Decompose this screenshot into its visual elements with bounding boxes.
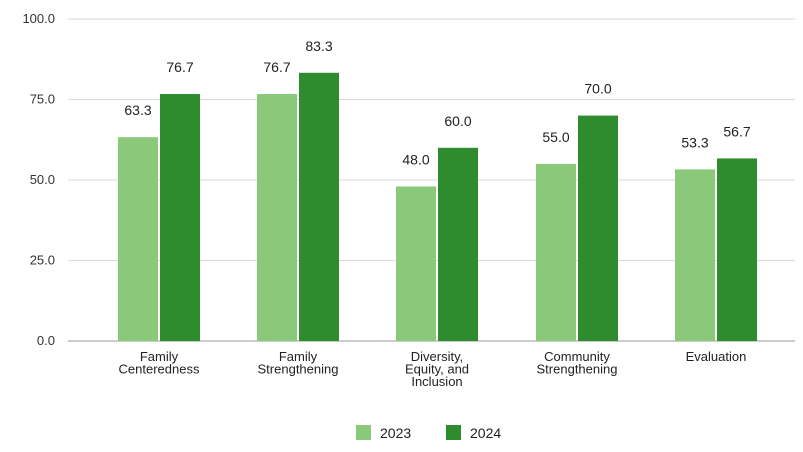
bar-2024 <box>578 115 618 341</box>
bar-2023 <box>396 186 436 341</box>
x-category-label: Community Strengthening <box>537 349 618 377</box>
bar-2024 <box>717 158 757 341</box>
x-category-label: Family Strengthening <box>258 349 339 377</box>
data-label: 53.3 <box>681 134 708 150</box>
data-label: 48.0 <box>402 151 429 167</box>
y-axis-ticks: 0.0 25.0 50.0 75.0 100.0 <box>22 11 55 348</box>
bar-2024 <box>438 147 478 341</box>
legend-swatch-2024 <box>446 425 461 440</box>
legend-label: 2024 <box>470 425 501 441</box>
y-tick-label: 75.0 <box>30 92 55 107</box>
y-tick-label: 25.0 <box>30 253 55 268</box>
legend: 2023 2024 <box>356 425 501 441</box>
legend-label: 2023 <box>380 425 411 441</box>
x-category-label: Diversity, Equity, and Inclusion <box>405 349 469 389</box>
legend-swatch-2023 <box>356 425 371 440</box>
data-label: 70.0 <box>584 81 611 97</box>
data-label: 76.7 <box>263 59 290 75</box>
bar-2023 <box>118 137 158 341</box>
bar-2023 <box>257 94 297 341</box>
data-label: 83.3 <box>305 38 332 54</box>
data-label: 76.7 <box>166 59 193 75</box>
x-category-label: Family Centeredness <box>119 349 200 377</box>
bar-2024 <box>299 72 339 342</box>
data-label: 55.0 <box>542 129 569 145</box>
y-tick-label: 0.0 <box>37 333 55 348</box>
bar-2024 <box>160 94 200 341</box>
y-tick-label: 50.0 <box>30 172 55 187</box>
data-label: 63.3 <box>124 102 151 118</box>
x-category-label: Evaluation <box>686 349 747 364</box>
y-tick-label: 100.0 <box>22 11 55 26</box>
bar-2023 <box>536 163 576 341</box>
x-axis-categories: Family Centeredness Family Strengthening Div… <box>119 349 747 389</box>
bar-2023 <box>675 169 715 341</box>
data-label: 60.0 <box>444 113 471 129</box>
data-label: 56.7 <box>723 123 750 139</box>
data-labels: 63.3 76.7 76.7 83.3 48.0 60.0 55.0 70.0 53.3 56.7 <box>124 38 750 168</box>
bars <box>118 72 757 342</box>
